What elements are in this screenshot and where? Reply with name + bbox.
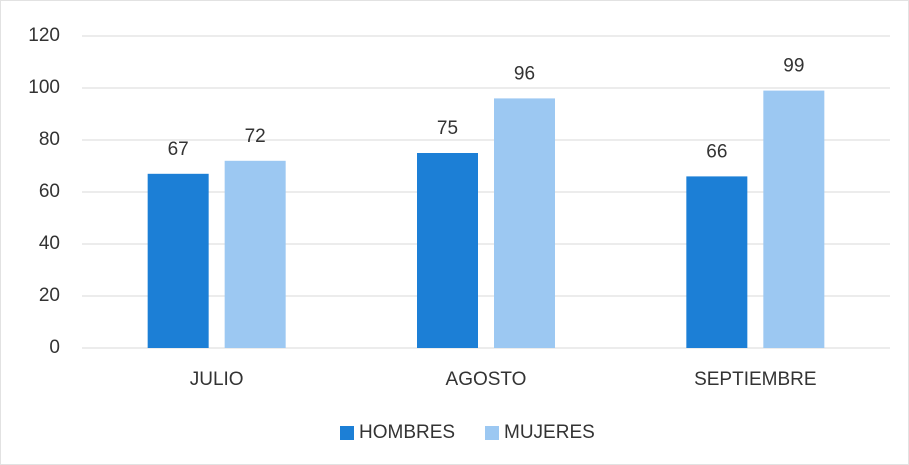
bar [763,90,825,348]
y-tick-label: 80 [39,129,60,150]
x-tick-label: SEPTIEMBRE [694,369,816,390]
legend-swatch [485,426,499,440]
x-tick-label: JULIO [190,369,244,390]
y-tick-label: 0 [49,337,60,358]
y-tick-label: 20 [39,285,60,306]
bar [147,173,209,348]
data-label: 67 [168,139,189,160]
data-label: 75 [437,118,458,139]
data-label: 99 [783,56,804,77]
legend-label: MUJERES [504,422,595,443]
y-tick-label: 120 [28,25,60,46]
legend-swatch [340,426,354,440]
data-label: 66 [706,141,727,162]
bar [494,98,555,349]
y-tick-label: 100 [28,77,60,98]
data-label: 72 [245,126,266,147]
y-tick-label: 60 [39,181,60,202]
bar [686,176,748,348]
x-tick-label: AGOSTO [446,369,527,390]
y-tick-label: 40 [39,233,60,254]
data-label: 96 [514,63,535,84]
legend-label: HOMBRES [359,422,455,443]
bar [224,160,286,348]
bar [417,153,478,348]
